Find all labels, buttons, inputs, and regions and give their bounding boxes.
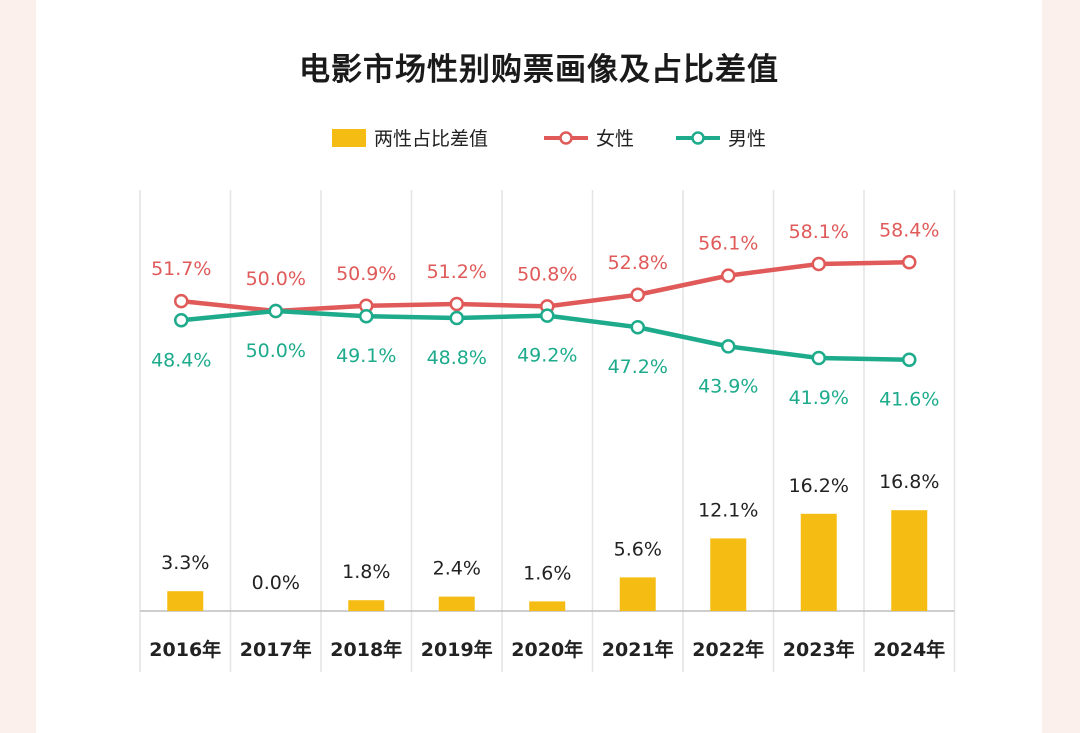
legend-marker-male	[691, 131, 705, 145]
data-label-female: 58.4%	[879, 219, 939, 241]
bar	[438, 596, 475, 611]
point-male	[630, 319, 645, 335]
x-tick-label: 2022年	[692, 638, 764, 661]
data-label-male: 49.1%	[336, 345, 396, 367]
data-label-male: 50.0%	[246, 340, 306, 362]
data-label-female: 51.2%	[427, 261, 487, 283]
bar-value-label: 16.8%	[879, 471, 939, 493]
data-label-male: 43.9%	[698, 375, 758, 397]
bar-value-label: 1.6%	[523, 562, 571, 584]
data-label-male: 41.9%	[789, 387, 849, 409]
chart-svg: 两性占比差值 女性 男性 3.3% 0.0% 1.8% 2.4% 1.6% 5.6% 12.1% 1…	[139, 128, 956, 672]
point-female	[721, 268, 736, 283]
bar-value-label: 2.4%	[433, 558, 481, 580]
point-male	[449, 310, 464, 326]
point-male	[359, 308, 374, 324]
bar	[529, 601, 566, 611]
bar	[800, 513, 837, 611]
data-label-female: 58.1%	[789, 221, 849, 243]
x-tick-label: 2017年	[240, 638, 312, 661]
x-tick-label: 2020年	[511, 638, 583, 661]
data-label-male: 47.2%	[608, 356, 668, 378]
data-label-female: 50.8%	[517, 263, 577, 285]
bar	[891, 510, 928, 611]
point-male	[902, 352, 917, 367]
data-label-male: 48.8%	[427, 347, 487, 369]
legend-label-bar: 两性占比差值	[374, 128, 488, 150]
bar	[348, 600, 385, 611]
x-tick-label: 2023年	[783, 638, 855, 661]
bar	[167, 591, 204, 611]
bar-value-label: 12.1%	[698, 499, 758, 521]
legend-label-male: 男性	[728, 128, 766, 150]
data-label-female: 52.8%	[608, 252, 668, 274]
legend-label-female: 女性	[596, 128, 634, 150]
data-label-female: 56.1%	[698, 233, 758, 255]
chart-title: 电影市场性别购票画像及占比差值	[299, 52, 779, 88]
bar-value-label: 1.8%	[342, 561, 390, 583]
bar-value-label: 16.2%	[789, 475, 849, 497]
bar-value-label: 5.6%	[614, 538, 662, 560]
x-tick-label: 2018年	[330, 638, 402, 661]
legend-swatch-bar	[332, 129, 366, 147]
point-female	[630, 287, 645, 303]
point-female	[811, 256, 826, 272]
x-tick-label: 2019年	[421, 638, 493, 661]
bar-value-label: 0.0%	[252, 572, 300, 594]
data-label-female: 50.0%	[246, 268, 306, 290]
legend-marker-female	[559, 131, 573, 145]
data-label-male: 49.2%	[517, 345, 577, 367]
point-male	[811, 350, 826, 366]
data-label-female: 50.9%	[336, 263, 396, 285]
point-female	[449, 296, 464, 312]
point-female	[174, 293, 189, 309]
data-label-male: 48.4%	[151, 349, 211, 371]
bar	[710, 538, 747, 611]
point-male	[268, 303, 283, 319]
x-tick-label: 2024年	[873, 638, 945, 661]
point-male	[721, 339, 736, 354]
x-tick-label: 2016年	[149, 638, 221, 661]
x-tick-label: 2021年	[602, 638, 674, 661]
point-male	[540, 308, 555, 323]
point-female	[902, 255, 917, 270]
chart-card: 电影市场性别购票画像及占比差值 两性占比差值 女性 男性 3.3% 0.0% 1.8% 2.…	[36, 0, 1042, 733]
data-label-male: 41.6%	[879, 389, 939, 411]
point-male	[174, 313, 189, 328]
bar-value-label: 3.3%	[161, 552, 209, 574]
data-label-female: 51.7%	[151, 258, 211, 280]
bar	[619, 577, 656, 611]
